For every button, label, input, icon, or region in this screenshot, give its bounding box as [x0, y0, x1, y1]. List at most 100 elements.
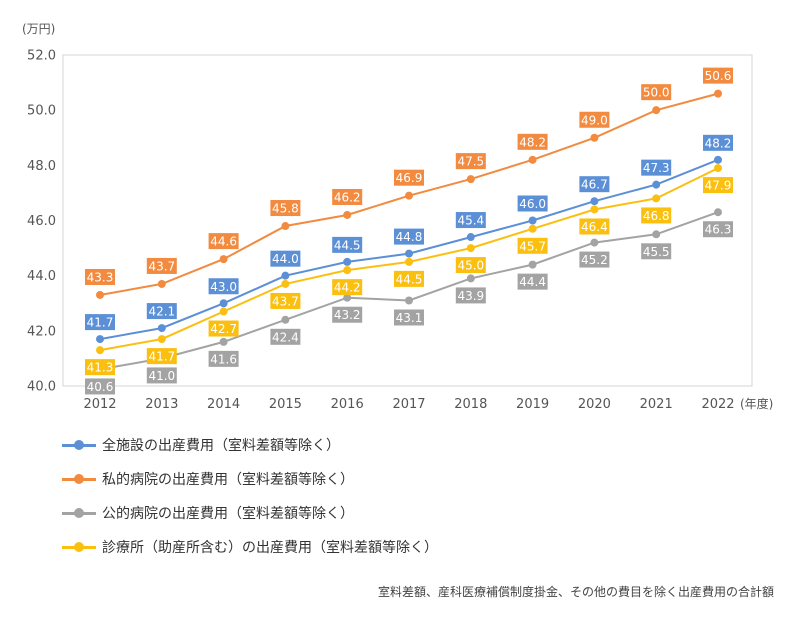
data-point [466, 175, 475, 184]
data-label-box [517, 133, 548, 150]
data-label-box [146, 367, 177, 384]
data-label-box [641, 207, 672, 224]
data-label: 43.1 [396, 311, 423, 325]
x-tick-label: 2020 [578, 397, 611, 412]
data-point [590, 205, 599, 214]
data-point [652, 194, 661, 203]
data-label-box [270, 200, 301, 217]
data-point [714, 208, 722, 217]
data-label-box [208, 320, 239, 337]
x-tick-label: 2022 [701, 397, 734, 412]
data-point [528, 216, 537, 225]
data-label: 45.0 [457, 259, 484, 273]
data-label: 46.9 [396, 171, 423, 185]
data-label: 46.7 [581, 178, 608, 192]
legend-item-private-hospitals[interactable]: 私的病院の出産費用（室料差額等除く） [62, 462, 438, 496]
legend-item-all-facilities[interactable]: 全施設の出産費用（室料差額等除く） [62, 428, 438, 462]
data-point [466, 233, 475, 242]
data-label: 46.3 [705, 223, 732, 237]
legend-label: 私的病院の出産費用（室料差額等除く） [102, 472, 354, 488]
legend-marker-icon [62, 438, 96, 452]
x-tick-label: 2015 [269, 397, 302, 412]
data-label: 43.2 [334, 308, 361, 322]
legend-label: 診療所（助産所含む）の出産費用（室料差額等除く） [102, 540, 438, 556]
data-point [219, 337, 228, 346]
data-label: 42.7 [210, 322, 237, 336]
data-label: 44.2 [334, 281, 361, 295]
data-point [343, 293, 352, 302]
data-label-box [146, 348, 177, 365]
data-label-box [208, 278, 239, 295]
data-label-box [146, 257, 177, 274]
data-label-box [703, 221, 733, 238]
data-label: 45.2 [581, 253, 608, 267]
data-label: 45.8 [272, 202, 299, 216]
data-label-box [579, 218, 610, 235]
data-point [281, 315, 290, 324]
data-point [590, 197, 599, 206]
data-point [466, 274, 475, 283]
data-label: 42.4 [272, 330, 299, 344]
y-tick-label: 46.0 [27, 214, 56, 229]
y-tick-label: 40.0 [27, 380, 56, 395]
data-label: 44.6 [210, 235, 237, 249]
data-label: 42.1 [148, 305, 175, 319]
data-point [714, 164, 722, 173]
data-label-box [270, 250, 301, 267]
data-label-box [517, 273, 548, 290]
footnote: 室料差額、産科医療補償制度掛金、その他の費目を除く出産費用の合計額 [377, 585, 774, 599]
data-label-box [85, 359, 115, 376]
data-label-box [85, 378, 115, 395]
data-label-box [703, 134, 733, 151]
data-label: 41.7 [148, 350, 175, 364]
data-label-box [579, 251, 610, 268]
data-label: 47.3 [643, 161, 670, 175]
data-label-box [270, 292, 301, 309]
data-point [281, 271, 290, 280]
x-tick-label: 2021 [640, 397, 673, 412]
data-label-box [641, 84, 672, 101]
data-label: 50.0 [643, 86, 670, 100]
legend-marker-icon [62, 540, 96, 554]
data-point [652, 180, 661, 189]
legend-item-clinics[interactable]: 診療所（助産所含む）の出産費用（室料差額等除く） [62, 530, 438, 564]
data-point [281, 222, 290, 231]
data-label: 41.7 [87, 316, 114, 330]
data-label: 44.5 [334, 238, 361, 252]
data-label: 41.3 [87, 361, 114, 375]
data-label: 44.5 [396, 272, 423, 286]
data-label-box [394, 309, 424, 326]
data-label: 44.8 [396, 230, 423, 244]
data-point [157, 324, 166, 333]
data-label: 44.0 [272, 252, 299, 266]
data-label-box [146, 303, 177, 320]
legend: 全施設の出産費用（室料差額等除く） 私的病院の出産費用（室料差額等除く） 公的病… [62, 428, 438, 564]
data-point [96, 335, 104, 344]
data-label: 46.8 [643, 209, 670, 223]
data-label-box [641, 159, 672, 176]
data-point [96, 346, 104, 355]
plot-area-border [62, 54, 753, 387]
data-label: 46.0 [519, 197, 546, 211]
data-label-box [517, 237, 548, 254]
data-point [219, 307, 228, 316]
data-point [281, 279, 290, 288]
data-label: 46.4 [581, 220, 608, 234]
legend-item-public-hospitals[interactable]: 公的病院の出産費用（室料差額等除く） [62, 496, 438, 530]
x-tick-label: 2016 [331, 397, 364, 412]
legend-label: 全施設の出産費用（室料差額等除く） [102, 438, 340, 454]
data-label: 50.6 [705, 69, 732, 83]
data-point [466, 244, 475, 253]
legend-marker-icon [62, 472, 96, 486]
data-point [590, 133, 599, 142]
data-point [528, 224, 537, 233]
data-label-box [579, 111, 610, 128]
x-axis-unit-label: (年度) [740, 396, 773, 411]
data-label-box [85, 268, 115, 285]
data-label: 43.7 [148, 259, 175, 273]
data-label-box [517, 195, 548, 212]
x-tick-label: 2012 [83, 397, 116, 412]
data-label-box [641, 243, 672, 260]
data-label-box [85, 314, 115, 331]
data-label: 45.4 [457, 214, 484, 228]
